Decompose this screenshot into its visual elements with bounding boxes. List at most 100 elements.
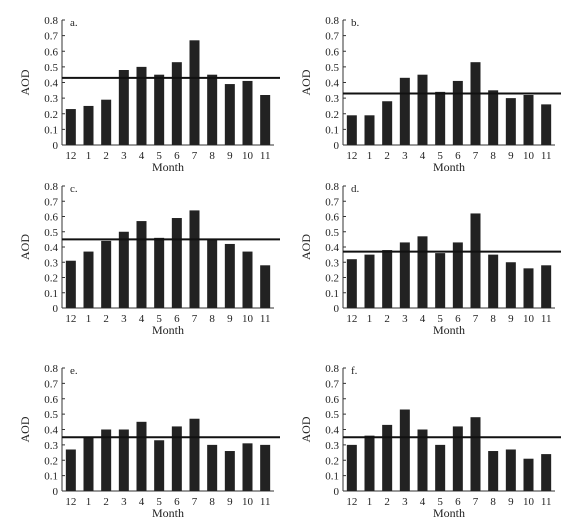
x-tick-label: 1: [86, 496, 92, 508]
y-tick-label: 0: [334, 140, 340, 152]
x-tick-label: 12: [65, 313, 76, 325]
y-tick-label: 0.1: [44, 471, 58, 483]
bar-1: [364, 115, 375, 145]
x-tick-label: 8: [490, 150, 496, 162]
x-tick-label: 7: [192, 150, 198, 162]
x-axis-label: Month: [433, 160, 465, 174]
x-tick-label: 11: [541, 496, 552, 508]
x-tick-label: 1: [367, 313, 373, 325]
x-tick-label: 7: [192, 313, 198, 325]
bar-8: [207, 239, 218, 308]
x-tick-label: 2: [384, 150, 390, 162]
bar-10: [523, 458, 534, 491]
y-axis-label: AOD: [299, 234, 313, 260]
y-tick-label: 0.8: [325, 363, 339, 375]
bar-5: [435, 444, 446, 491]
x-tick-label: 9: [508, 496, 514, 508]
y-tick-label: 0.3: [325, 257, 339, 269]
y-tick-label: 0.8: [325, 181, 339, 193]
y-tick-label: 0.2: [325, 455, 339, 467]
x-tick-label: 2: [103, 313, 109, 325]
x-tick-label: 9: [508, 313, 514, 325]
x-tick-label: 9: [227, 313, 233, 325]
bar-1: [83, 251, 94, 308]
bar-11: [260, 265, 271, 308]
x-tick-label: 10: [242, 150, 254, 162]
x-tick-label: 6: [455, 313, 461, 325]
x-tick-label: 7: [473, 496, 479, 508]
y-tick-label: 0.5: [44, 62, 58, 74]
y-tick-label: 0.6: [44, 46, 58, 58]
bar-8: [488, 254, 499, 308]
x-tick-label: 6: [455, 496, 461, 508]
panel-label: c.: [70, 183, 78, 195]
x-tick-label: 10: [523, 496, 535, 508]
y-tick-label: 0.4: [325, 425, 339, 437]
bar-1: [364, 435, 375, 491]
y-tick-label: 0.7: [44, 31, 58, 43]
y-tick-label: 0.7: [44, 378, 58, 390]
panel-label: f.: [351, 365, 358, 377]
bar-11: [260, 95, 271, 145]
bar-3: [399, 77, 410, 145]
bar-11: [541, 104, 552, 145]
bar-9: [505, 98, 516, 145]
bar-6: [452, 80, 463, 145]
bar-9: [224, 243, 235, 308]
bar-9: [505, 449, 516, 491]
bar-7: [189, 40, 200, 145]
y-tick-label: 0.7: [44, 196, 58, 208]
bar-5: [154, 237, 165, 308]
x-tick-label: 11: [541, 313, 552, 325]
x-tick-label: 4: [420, 150, 426, 162]
x-tick-label: 12: [65, 150, 76, 162]
bar-6: [171, 426, 182, 491]
x-tick-label: 12: [65, 496, 76, 508]
x-tick-label: 9: [227, 496, 233, 508]
x-tick-label: 5: [156, 150, 162, 162]
x-tick-label: 12: [346, 496, 357, 508]
y-tick-label: 0.5: [44, 409, 58, 421]
x-axis-label: Month: [152, 323, 184, 337]
bar-7: [189, 418, 200, 491]
x-tick-label: 6: [455, 150, 461, 162]
x-tick-label: 12: [346, 150, 357, 162]
x-tick-label: 9: [508, 150, 514, 162]
x-tick-label: 3: [121, 313, 127, 325]
x-tick-label: 9: [227, 150, 233, 162]
y-tick-label: 0.2: [44, 455, 58, 467]
y-tick-label: 0.1: [44, 288, 58, 300]
bar-2: [382, 101, 393, 145]
bar-8: [488, 90, 499, 145]
x-axis-label: Month: [433, 506, 465, 520]
y-axis-label: AOD: [18, 416, 32, 442]
y-tick-label: 0.3: [44, 440, 58, 452]
y-tick-label: 0.6: [325, 394, 339, 406]
y-tick-label: 0.8: [44, 363, 58, 375]
y-tick-label: 0.1: [325, 288, 339, 300]
x-tick-label: 11: [260, 313, 271, 325]
bar-5: [435, 253, 446, 308]
y-tick-label: 0.1: [44, 124, 58, 136]
y-tick-label: 0.6: [44, 394, 58, 406]
y-tick-label: 0: [334, 303, 340, 315]
bar-9: [505, 262, 516, 308]
bar-12: [65, 109, 76, 145]
x-tick-label: 5: [437, 313, 443, 325]
y-tick-label: 0.8: [44, 181, 58, 193]
y-axis-label: AOD: [299, 69, 313, 95]
y-tick-label: 0.5: [325, 227, 339, 239]
bar-6: [171, 218, 182, 308]
y-tick-label: 0.4: [325, 242, 339, 254]
bar-4: [136, 221, 147, 308]
bar-8: [207, 74, 218, 145]
y-tick-label: 0: [334, 486, 340, 498]
bar-4: [417, 236, 428, 308]
x-tick-label: 6: [174, 150, 180, 162]
x-axis-label: Month: [433, 323, 465, 337]
bar-2: [101, 429, 112, 491]
